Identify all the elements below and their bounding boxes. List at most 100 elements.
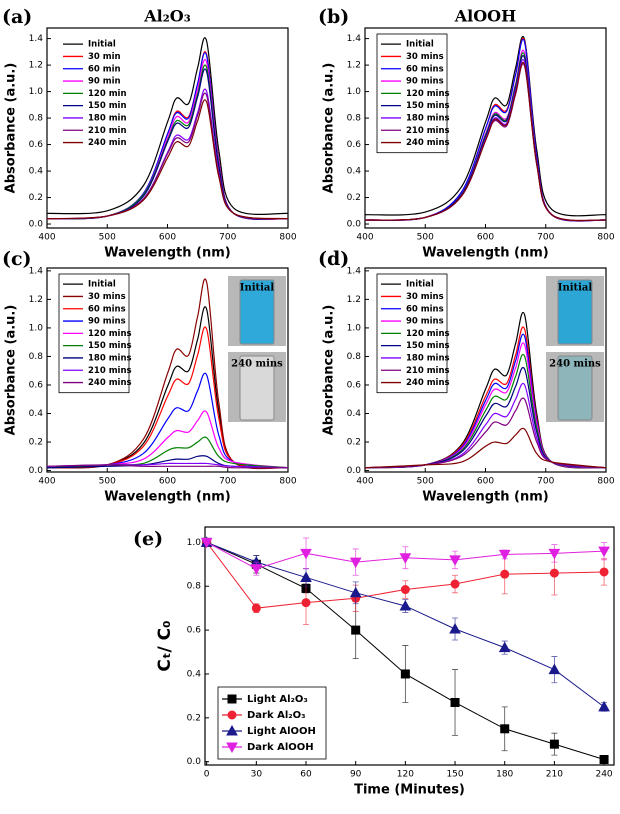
marker	[251, 603, 261, 613]
legend-label: Light Al₂O₃	[247, 694, 308, 705]
x-tick-label: 500	[99, 233, 116, 243]
marker	[450, 579, 460, 589]
y-tick-label: 0.4	[187, 669, 202, 679]
y-tick-label: 0.0	[347, 466, 362, 476]
y-tick-label: 0.8	[347, 114, 362, 124]
legend-label: 120 mins	[406, 89, 450, 99]
marker	[598, 546, 610, 558]
x-tick-label: 180	[496, 770, 513, 780]
y-tick-label: 0.2	[347, 193, 361, 203]
series-line	[47, 306, 288, 469]
x-tick-label: 600	[477, 477, 494, 487]
panel: 400 500 600 700 800 0.0 0.2 0.4 0.6 0.8 1.0 1.2 1.4 W…	[318, 6, 615, 261]
series-line	[365, 397, 606, 469]
marker	[349, 586, 362, 598]
series-line	[47, 326, 288, 469]
legend-label: 180 mins	[88, 353, 132, 363]
panel-label: (e)	[133, 528, 163, 550]
y-tick-label: 0.4	[29, 167, 44, 177]
y-tick-label: 0.0	[347, 220, 362, 230]
cuvette	[557, 279, 593, 345]
legend-label: 120 mins	[406, 329, 450, 339]
y-tick-label: 0.8	[29, 352, 44, 362]
marker	[549, 739, 559, 749]
marker	[399, 599, 412, 611]
legend-label: 30 mins	[406, 292, 444, 302]
x-tick-label: 500	[417, 477, 434, 487]
legend-label: 240 mins	[406, 138, 450, 148]
x-axis-label: Time (Minutes)	[354, 783, 465, 798]
x-tick-label: 500	[417, 233, 434, 243]
marker	[599, 567, 609, 577]
marker	[300, 548, 312, 560]
x-tick-label: 120	[397, 770, 414, 780]
legend-label: 150 mins	[88, 341, 132, 351]
marker	[549, 568, 559, 578]
marker	[548, 663, 561, 675]
legend-label: 150 mins	[406, 101, 450, 111]
legend-label: 90 min	[88, 77, 121, 87]
marker	[500, 569, 510, 579]
marker	[301, 598, 311, 608]
x-axis-label: Wavelength (nm)	[422, 246, 548, 261]
panel-title: Al₂O₃	[143, 7, 190, 26]
y-axis-label: Absorbance (a.u.)	[4, 63, 19, 194]
legend-label: 240 min	[88, 138, 127, 148]
series-line	[47, 99, 288, 220]
legend-label: 30 mins	[406, 52, 444, 62]
legend-label: 120 min	[88, 89, 127, 99]
plot-frame	[204, 526, 615, 766]
y-tick-label: 0.2	[347, 438, 361, 448]
x-tick-label: 400	[356, 477, 373, 487]
marker	[399, 553, 412, 564]
legend-label: 180 mins	[406, 113, 450, 123]
legend-marker	[227, 710, 237, 720]
legend-marker	[226, 724, 238, 736]
x-tick-label: 500	[99, 477, 116, 487]
panel: 400 500 600 700 800 0.0 0.2 0.4 0.6 0.8 1.0 1.2 1.4 W…	[2, 6, 297, 261]
x-tick-label: 240	[595, 770, 612, 780]
series-line	[47, 278, 288, 470]
marker	[449, 622, 461, 634]
y-tick-label: 0.2	[29, 438, 43, 448]
legend-label: Dark AlOOH	[247, 742, 314, 753]
y-tick-label: 0.4	[347, 409, 362, 419]
y-tick-label: 0.8	[29, 114, 44, 124]
x-tick-label: 150	[446, 770, 463, 780]
y-tick-label: 1.4	[29, 34, 44, 44]
panel-label: (c)	[2, 248, 32, 270]
y-tick-label: 1.0	[29, 323, 44, 333]
series-line	[365, 36, 606, 217]
x-tick-label: 400	[38, 233, 55, 243]
y-tick-label: 0.0	[29, 466, 44, 476]
marker	[548, 548, 561, 560]
y-tick-label: 0.6	[29, 140, 44, 150]
legend-label: 30 mins	[88, 292, 126, 302]
y-tick-label: 1.2	[29, 61, 43, 71]
series-line	[47, 410, 288, 469]
y-axis-label: Absorbance (a.u.)	[322, 305, 337, 436]
x-tick-label: 210	[546, 770, 563, 780]
series-line	[365, 427, 606, 469]
x-tick-label: 700	[219, 233, 236, 243]
x-tick-label: 700	[219, 477, 236, 487]
marker	[498, 641, 511, 653]
legend-label: Initial	[88, 280, 116, 290]
y-tick-label: 1.0	[187, 538, 202, 548]
y-tick-label: 1.2	[29, 295, 43, 305]
marker	[450, 697, 460, 707]
y-tick-label: 0.0	[187, 757, 202, 767]
legend-label: Dark Al₂O₃	[247, 710, 306, 721]
y-tick-label: 0.6	[187, 626, 202, 636]
series-line	[365, 353, 606, 469]
y-tick-label: 1.2	[347, 295, 361, 305]
legend-label: 240 mins	[406, 378, 450, 388]
x-tick-label: 800	[279, 477, 296, 487]
marker	[500, 724, 510, 734]
inset-label: Initial	[558, 283, 593, 294]
series-line	[47, 372, 288, 469]
marker	[400, 669, 410, 679]
legend-label: 30 min	[88, 52, 121, 62]
cuvette	[239, 279, 275, 345]
